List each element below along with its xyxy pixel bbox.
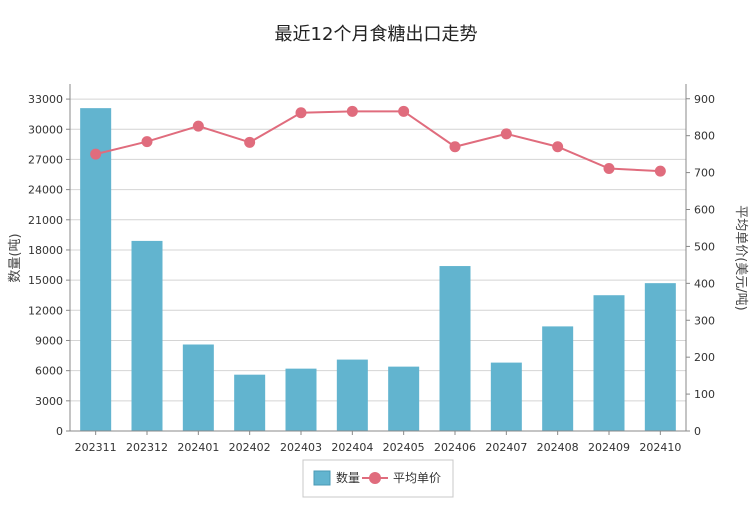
x-tick-label: 202410 — [639, 441, 681, 454]
bar — [542, 326, 574, 431]
y2-tick-label: 500 — [694, 240, 715, 253]
y-tick-label: 6000 — [35, 365, 63, 378]
bar — [80, 108, 112, 431]
bar — [644, 283, 676, 431]
y2-ticks: 0 100 200 300 400 500 600 700 800 900 — [686, 93, 715, 438]
x-tick-label: 202401 — [177, 441, 219, 454]
bar — [439, 266, 471, 431]
y2-tick-label: 600 — [694, 204, 715, 217]
legend-line-label: 平均单价 — [393, 471, 441, 485]
price-point — [192, 120, 204, 132]
y-tick-label: 33000 — [28, 93, 63, 106]
price-line-path — [95, 110, 661, 173]
y2-tick-label: 700 — [694, 167, 715, 180]
y-tick-label: 9000 — [35, 334, 63, 347]
bar — [131, 240, 163, 431]
y-tick-label: 3000 — [35, 395, 63, 408]
bar — [593, 295, 625, 431]
y-tick-label: 24000 — [28, 184, 63, 197]
bar — [388, 366, 420, 431]
price-point — [295, 107, 307, 119]
x-tick-label: 202406 — [434, 441, 476, 454]
price-point — [603, 163, 615, 175]
legend-line-marker — [369, 472, 381, 484]
x-tick-label: 202402 — [229, 441, 271, 454]
y2-tick-label: 200 — [694, 351, 715, 364]
bar — [182, 344, 214, 431]
price-point — [141, 136, 153, 148]
price-point — [500, 128, 512, 140]
y2-tick-label: 0 — [694, 425, 701, 438]
grid — [70, 98, 686, 402]
price-line — [90, 105, 666, 177]
y2-tick-label: 400 — [694, 277, 715, 290]
price-point — [346, 105, 358, 117]
price-point — [244, 136, 256, 148]
price-point — [552, 141, 564, 153]
y-axis-label: 数量(吨) — [8, 233, 23, 282]
y-tick-label: 0 — [56, 425, 63, 438]
y-tick-label: 30000 — [28, 123, 63, 136]
x-tick-label: 202404 — [331, 441, 373, 454]
bar — [336, 359, 368, 431]
y2-tick-label: 300 — [694, 314, 715, 327]
chart-title: 最近12个月食糖出口走势 — [275, 24, 478, 45]
y-tick-label: 18000 — [28, 244, 63, 257]
legend-bar-label: 数量 — [336, 470, 360, 485]
price-point — [398, 105, 410, 117]
x-tick-label: 202312 — [126, 441, 168, 454]
y-tick-label: 15000 — [28, 274, 63, 287]
bar — [234, 374, 266, 431]
y-tick-label: 21000 — [28, 214, 63, 227]
x-tick-label: 202311 — [75, 441, 117, 454]
bar — [285, 368, 317, 431]
y2-tick-label: 800 — [694, 130, 715, 143]
legend-bar-swatch — [313, 470, 331, 486]
x-tick-label: 202408 — [537, 441, 579, 454]
price-point — [449, 141, 461, 153]
y-ticks: 0 3000 6000 9000 12000 15000 18000 21000 24000 27… — [28, 93, 70, 438]
y-tick-label: 27000 — [28, 153, 63, 166]
x-tick-label: 202407 — [485, 441, 527, 454]
bar — [490, 362, 522, 431]
x-tick-label: 202405 — [383, 441, 425, 454]
y2-tick-label: 900 — [694, 93, 715, 106]
x-ticks: 202311 202312 202401 202402 202403 202404 2024… — [75, 431, 681, 454]
bars — [80, 108, 676, 431]
axes — [69, 84, 687, 432]
legend: 数量 平均单价 — [302, 459, 454, 498]
x-tick-label: 202403 — [280, 441, 322, 454]
price-point — [90, 148, 102, 160]
y2-tick-label: 100 — [694, 388, 715, 401]
y2-axis-label: 平均单价(美元/吨) — [733, 205, 748, 311]
price-point — [654, 165, 666, 177]
x-tick-label: 202409 — [588, 441, 630, 454]
y-tick-label: 12000 — [28, 304, 63, 317]
